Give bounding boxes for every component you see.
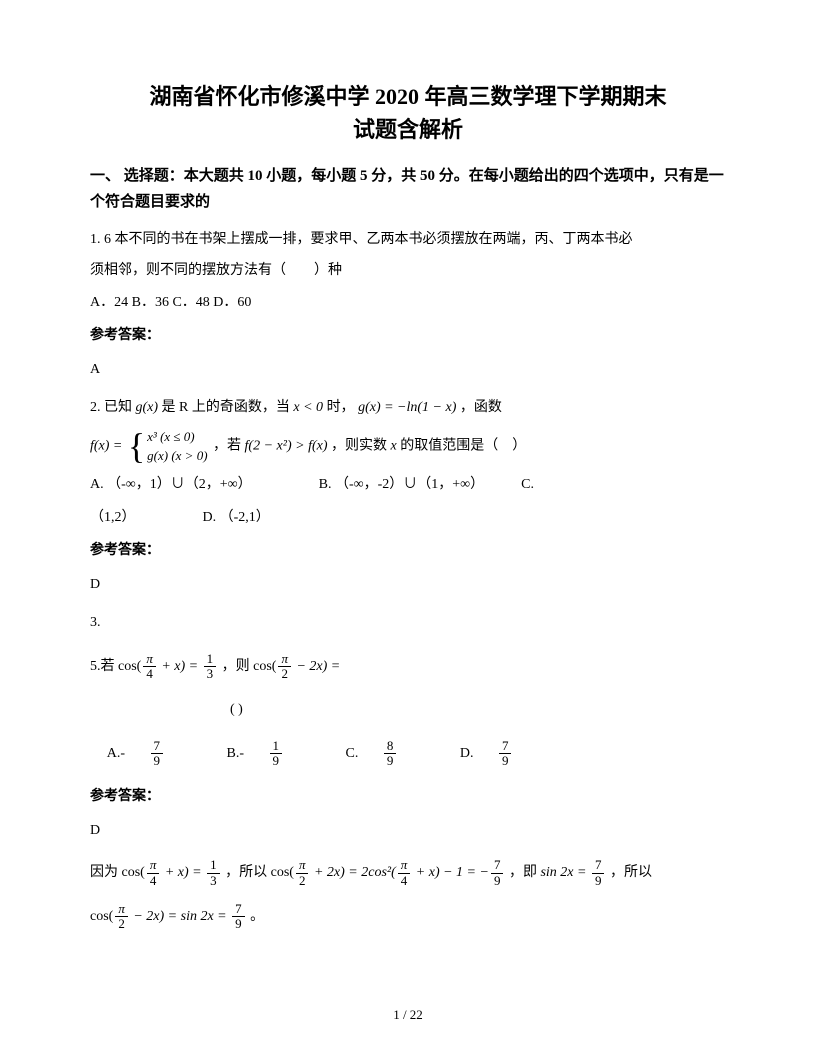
- q3-frac2: 13: [204, 652, 217, 682]
- page-number: 1 / 22: [0, 1003, 816, 1028]
- q3-prefix: 5.若: [90, 659, 118, 674]
- q3-optA: A.- 79: [107, 746, 203, 761]
- q2-xvar: x: [391, 438, 397, 453]
- q2-optA: A. （-∞，1）∪（2，+∞）: [90, 477, 252, 492]
- q2-fx: f(x) = { x³ (x ≤ 0) g(x) (x > 0) ，若 f(2 …: [90, 427, 726, 466]
- q1-answer-label: 参考答案：: [90, 321, 726, 350]
- q3-options: A.- 79 B.- 19 C. 89 D. 79: [90, 739, 726, 769]
- q3-answer: D: [90, 818, 726, 845]
- q2-optC: C.: [521, 477, 534, 492]
- q2-gxdef: g(x) = −ln(1 − x): [358, 400, 456, 415]
- q3-mid: ，则: [222, 659, 254, 674]
- q3-expl-p1a: 因为: [90, 865, 122, 880]
- q2-d: ，函数: [460, 400, 502, 415]
- q1-options: A．24 B．36 C．48 D．60: [90, 288, 726, 317]
- q2-optB: B. （-∞，-2）∪（1，+∞）: [319, 477, 485, 492]
- q2-mid: ，若: [213, 438, 245, 453]
- q2-answer-label: 参考答案：: [90, 536, 726, 565]
- q2-tail: ，则实数: [331, 438, 391, 453]
- title-line1: 湖南省怀化市修溪中学 2020 年高三数学理下学期期末: [149, 84, 666, 109]
- q3-frac3: π2: [278, 652, 291, 682]
- q3-lhs1a: cos(: [118, 659, 141, 674]
- q3-number: 3.: [90, 608, 726, 637]
- q2-optD: D. （-2,1）: [203, 510, 270, 525]
- q2-optC2: （1,2）: [90, 510, 136, 525]
- q3-optB: B.- 19: [227, 746, 323, 761]
- q3-answer-label: 参考答案：: [90, 782, 726, 811]
- q2-ineq: f(2 − x²) > f(x): [245, 438, 328, 453]
- q2-b: 是 R 上的奇函数，当: [162, 400, 294, 415]
- q3-lhs1b: + x) =: [158, 659, 202, 674]
- q2-options-line1: A. （-∞，1）∪（2，+∞） B. （-∞，-2）∪（1，+∞） C.: [90, 470, 726, 499]
- q3-frac1: π4: [143, 652, 156, 682]
- q2-stem: 2. 已知 g(x) 是 R 上的奇函数，当 x < 0 时， g(x) = −…: [90, 393, 726, 422]
- page-title: 湖南省怀化市修溪中学 2020 年高三数学理下学期期末 试题含解析: [90, 80, 726, 146]
- q3-expl-line2: cos(π2 − 2x) = sin 2x = 79 。: [90, 902, 726, 932]
- q2-answer: D: [90, 572, 726, 599]
- q2-c: 时，: [327, 400, 355, 415]
- q2-gx: g(x): [136, 400, 159, 415]
- section-1-header: 一、 选择题：本大题共 10 小题，每小题 5 分，共 50 分。在每小题给出的…: [90, 164, 726, 215]
- q3-optC: C. 89: [346, 746, 437, 761]
- q1-stem-line1: 1. 6 本不同的书在书架上摆成一排，要求甲、乙两本书必须摆放在两端，丙、丁两本…: [90, 225, 726, 254]
- q3-paren: ( ): [90, 695, 726, 724]
- q3-optD: D. 79: [460, 746, 552, 761]
- q3-expl-line1: 因为 cos(π4 + x) = 13 ，所以 cos(π2 + 2x) = 2…: [90, 858, 726, 888]
- q2-cases: { x³ (x ≤ 0) g(x) (x > 0): [128, 427, 208, 466]
- q3-rhsa: cos(: [253, 659, 276, 674]
- q2-tail2: 的取值范围是（ ）: [400, 438, 526, 453]
- q3-stem: 5.若 cos(π4 + x) = 13 ，则 cos(π2 − 2x) =: [90, 652, 726, 682]
- q2-fx-label: f(x) =: [90, 438, 126, 453]
- q2-a: 2. 已知: [90, 400, 132, 415]
- q2-case1: x³ (x ≤ 0): [147, 427, 207, 447]
- title-line2: 试题含解析: [353, 117, 463, 142]
- q2-case2: g(x) (x > 0): [147, 446, 207, 466]
- q2-cond: x < 0: [293, 400, 323, 415]
- q2-options-line2: （1,2） D. （-2,1）: [90, 503, 726, 532]
- q3-rhsb: − 2x) =: [293, 659, 340, 674]
- q1-stem-line2: 须相邻，则不同的摆放方法有（ ）种: [90, 256, 726, 285]
- q1-answer: A: [90, 357, 726, 384]
